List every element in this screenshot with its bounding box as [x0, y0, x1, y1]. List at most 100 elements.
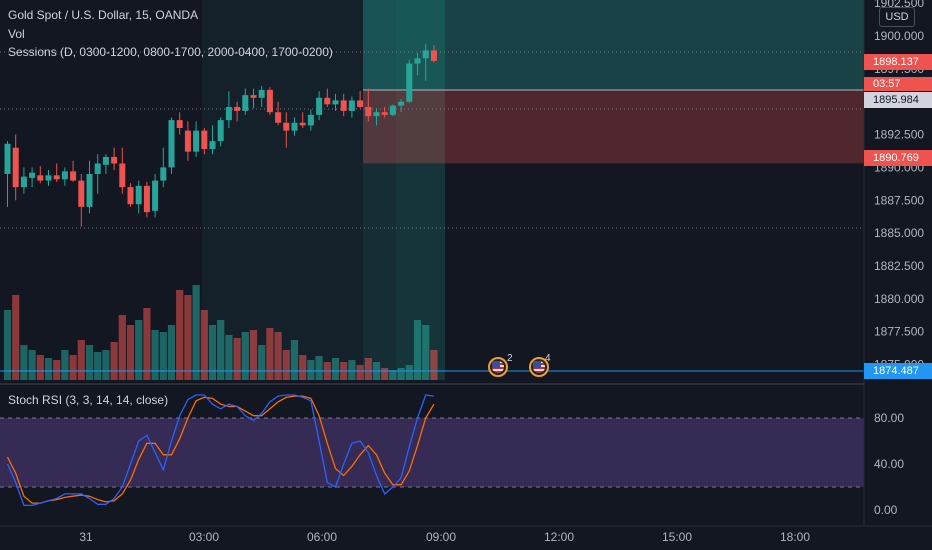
last-price-tag: 1898.137	[864, 54, 932, 70]
candle-body	[357, 100, 364, 107]
price-axis-label: 1902.500	[874, 0, 924, 10]
volume-bar	[290, 340, 299, 380]
candle-body	[340, 100, 347, 111]
volume-bar	[110, 342, 118, 380]
volume-bar	[44, 358, 53, 380]
candle-body	[324, 97, 331, 105]
candle-body	[102, 156, 109, 165]
time-axis-label: 31	[79, 530, 93, 544]
stoch-rsi-legend[interactable]: Stoch RSI (3, 3, 14, 14, close)	[8, 393, 169, 407]
us-flag-icon	[533, 361, 545, 373]
rsi-axis-label: 80.00	[874, 411, 904, 425]
candle-body	[78, 180, 85, 207]
volume-bar	[405, 365, 413, 380]
candle-body	[430, 50, 437, 61]
candle-body	[160, 167, 167, 181]
volume-bar	[413, 320, 422, 380]
candle-body	[53, 175, 60, 180]
event-count: 4	[545, 353, 551, 364]
candle-body	[201, 130, 208, 150]
volume-bar	[282, 350, 290, 380]
volume-bar	[151, 330, 159, 380]
volume-bar	[176, 290, 184, 380]
candle-body	[348, 100, 355, 111]
volume-bar	[217, 320, 225, 380]
candle-body	[406, 63, 413, 102]
time-axis-label: 09:00	[426, 530, 456, 544]
volume-bar	[200, 310, 208, 380]
currency-button[interactable]: USD	[879, 7, 915, 27]
volume-bar	[381, 368, 389, 380]
volume-bar	[233, 338, 241, 380]
volume-bar	[126, 325, 135, 380]
volume-bar	[315, 356, 323, 380]
candle-body	[86, 174, 93, 207]
volume-bar	[28, 350, 36, 380]
candle-body	[127, 187, 134, 205]
volume-bar	[77, 340, 85, 380]
volume-bar	[12, 295, 20, 380]
volume-bar	[3, 310, 12, 380]
volume-bar	[184, 295, 192, 380]
price-axis-label: 1880.000	[874, 292, 924, 306]
volume-bar	[208, 325, 217, 380]
candle-body	[234, 106, 241, 111]
candle-body	[135, 185, 142, 205]
volume-bar	[266, 328, 274, 380]
candle-body	[119, 163, 126, 188]
volume-bar	[167, 325, 176, 380]
candle-body	[225, 106, 232, 121]
economic-event-marker[interactable]	[488, 357, 508, 377]
rsi-band-fill	[0, 418, 864, 487]
time-axis-label: 03:00	[189, 530, 219, 544]
take-profit-tag: 1895.984	[864, 92, 932, 108]
candle-body	[381, 112, 388, 115]
volume-bar	[85, 345, 94, 380]
level-line-tag: 1874.487	[864, 363, 932, 379]
candle-body	[373, 112, 380, 117]
volume-bar	[348, 360, 356, 380]
economic-event-marker[interactable]	[529, 357, 549, 377]
volume-bar	[364, 358, 372, 380]
candle-body	[209, 141, 216, 150]
volume-bar	[192, 285, 200, 380]
volume-bar	[53, 360, 61, 380]
candle-body	[258, 89, 265, 98]
session-background	[363, 0, 445, 380]
volume-bar	[61, 350, 69, 380]
volume-bar	[274, 332, 282, 380]
volume-bar	[422, 325, 430, 380]
volume-bar	[331, 358, 340, 380]
time-axis-label: 15:00	[662, 530, 692, 544]
price-axis-label: 1885.000	[874, 226, 924, 240]
volume-bar	[299, 355, 307, 380]
candle-body	[45, 175, 52, 181]
candle-body	[70, 171, 77, 181]
time-axis-label: 18:00	[780, 530, 810, 544]
volume-bar	[389, 370, 397, 380]
session-background	[202, 0, 363, 380]
candle-body	[184, 130, 191, 152]
volume-legend[interactable]: Vol	[8, 27, 25, 41]
volume-bar	[225, 335, 233, 380]
candle-body	[152, 180, 159, 211]
price-axis-label: 1877.500	[874, 325, 924, 339]
volume-bar	[249, 330, 258, 380]
stoch-rsi-d-line	[6, 395, 435, 504]
volume-bar	[307, 360, 315, 380]
candle-body	[193, 130, 200, 152]
volume-bar	[159, 332, 167, 380]
volume-bar	[430, 350, 438, 380]
symbol-title[interactable]: Gold Spot / U.S. Dollar, 15, OANDA	[8, 8, 199, 22]
sessions-legend[interactable]: Sessions (D, 0300-1200, 0800-1700, 2000-…	[8, 45, 333, 59]
candle-body	[398, 101, 405, 106]
volume-bar	[241, 332, 249, 380]
price-axis-label: 1892.500	[874, 128, 924, 142]
volume-bar	[143, 308, 151, 380]
candle-body	[217, 120, 224, 142]
candle-body	[61, 171, 68, 180]
position-profit-zone	[363, 0, 864, 90]
candle-countdown-tag: 03:57	[864, 77, 932, 91]
volume-bar	[36, 355, 44, 380]
